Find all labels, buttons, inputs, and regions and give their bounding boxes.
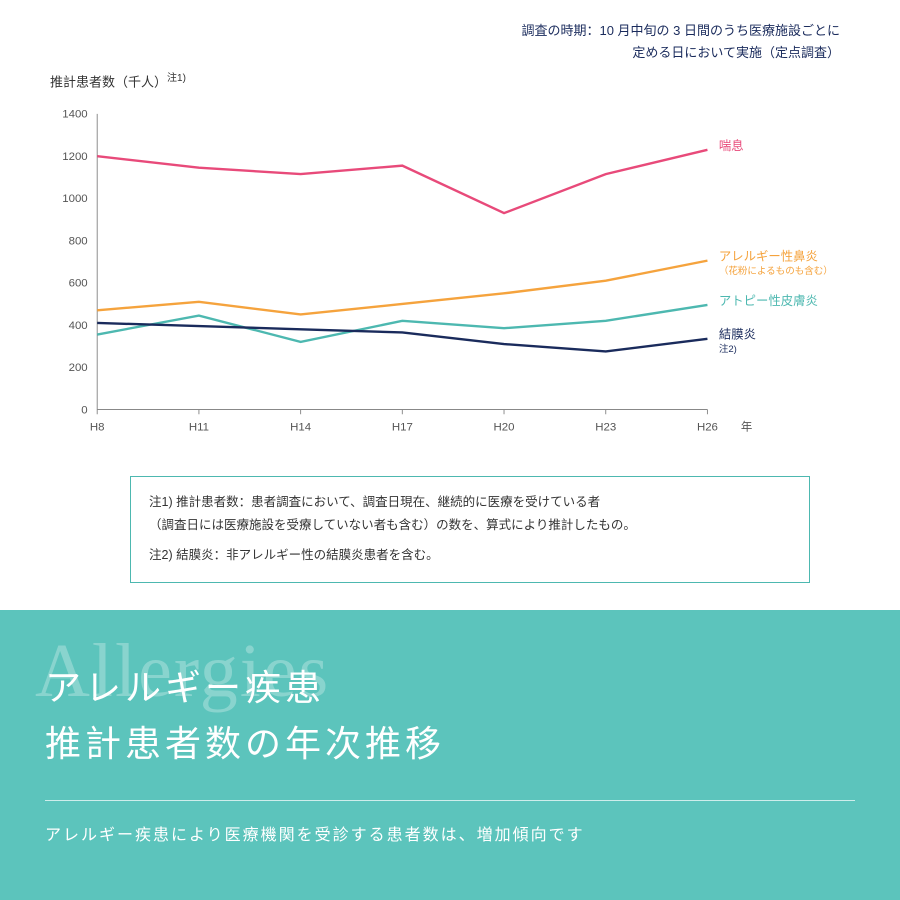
divider-line [45, 800, 855, 801]
svg-text:1200: 1200 [62, 150, 87, 162]
y-axis-label: 推計患者数（千人）注1) [50, 69, 870, 90]
main-title: アレルギー疾患 推計患者数の年次推移 [45, 660, 855, 772]
svg-text:H23: H23 [595, 421, 616, 433]
survey-note-line1: 調査の時期：10 月中旬の 3 日間のうち医療施設ごとに [521, 23, 840, 38]
subtitle: アレルギー疾患により医療機関を受診する患者数は、増加傾向です [45, 821, 855, 845]
svg-text:喘息: 喘息 [719, 137, 744, 152]
svg-text:H20: H20 [494, 421, 515, 433]
footnote-box: 注1) 推計患者数：患者調査において、調査日現在、継続的に医療を受けている者 （… [130, 476, 810, 583]
footnote-2: 注2) 結膜炎：非アレルギー性の結膜炎患者を含む。 [149, 544, 791, 568]
svg-text:アトピー性皮膚炎: アトピー性皮膚炎 [719, 292, 818, 307]
survey-note: 調査の時期：10 月中旬の 3 日間のうち医療施設ごとに 定める日において実施（… [30, 20, 870, 64]
svg-text:H17: H17 [392, 421, 413, 433]
svg-text:200: 200 [69, 362, 88, 374]
svg-text:0: 0 [81, 404, 87, 416]
svg-text:結膜炎: 結膜炎 [719, 327, 756, 341]
svg-text:H8: H8 [90, 421, 105, 433]
title-line1: アレルギー疾患 [45, 667, 325, 708]
svg-text:アレルギー性鼻炎: アレルギー性鼻炎 [719, 248, 818, 263]
svg-text:注2): 注2) [719, 343, 737, 355]
svg-text:H14: H14 [290, 421, 312, 433]
footnote-1-line1: 注1) 推計患者数：患者調査において、調査日現在、継続的に医療を受けている者 [149, 491, 791, 515]
svg-text:1000: 1000 [62, 193, 87, 205]
svg-text:1400: 1400 [62, 108, 87, 120]
title-banner: Allergies アレルギー疾患 推計患者数の年次推移 アレルギー疾患により医… [0, 610, 900, 900]
svg-text:年: 年 [741, 419, 752, 433]
svg-text:（花粉によるものも含む）: （花粉によるものも含む） [719, 265, 833, 277]
survey-note-line2: 定める日において実施（定点調査） [632, 45, 840, 60]
svg-text:H11: H11 [189, 421, 209, 433]
svg-text:400: 400 [69, 319, 88, 331]
chart-svg: 0 200 400 600 800 1000 1200 1400 H8 H11 H14 H17 H20 H… [40, 96, 860, 456]
svg-text:800: 800 [69, 235, 88, 247]
chart-section: 調査の時期：10 月中旬の 3 日間のうち医療施設ごとに 定める日において実施（… [0, 0, 900, 610]
svg-text:H26: H26 [697, 421, 718, 433]
footnote-1-line2: （調査日には医療施設を受療していない者も含む）の数を、算式により推計したもの。 [149, 514, 791, 538]
line-chart: 0 200 400 600 800 1000 1200 1400 H8 H11 H14 H17 H20 H… [40, 96, 860, 456]
title-line2: 推計患者数の年次推移 [45, 723, 445, 764]
svg-text:600: 600 [69, 277, 88, 289]
